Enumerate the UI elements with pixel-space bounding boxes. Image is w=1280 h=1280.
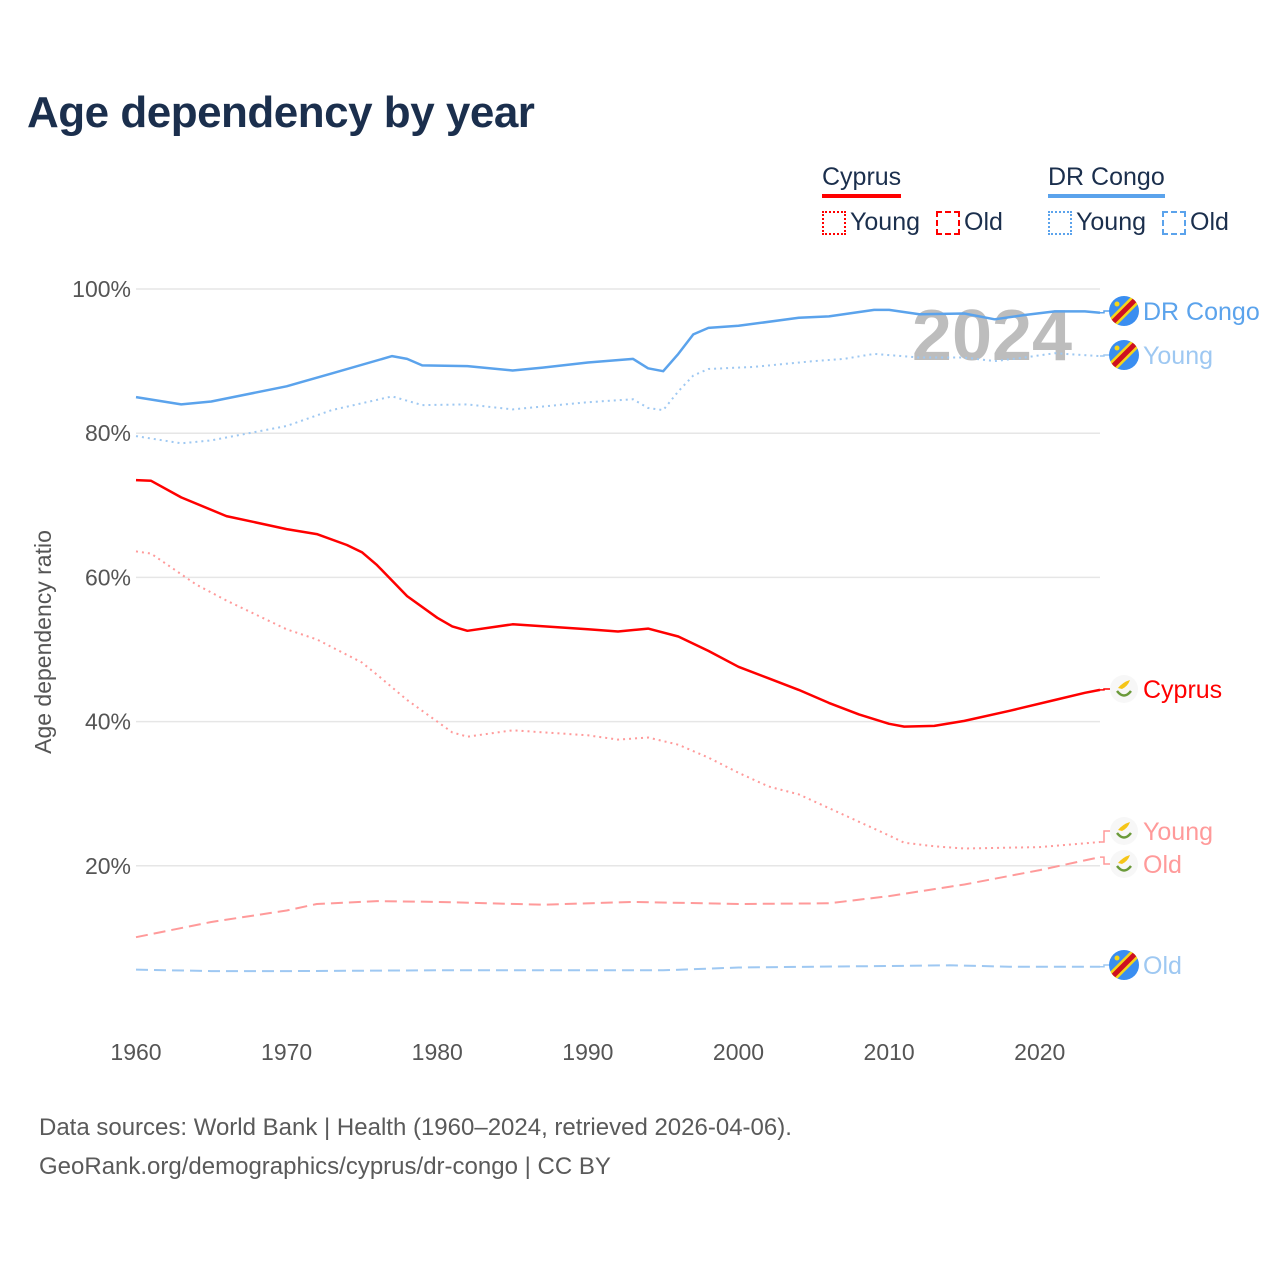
legend-dr-congo-young[interactable]: Young xyxy=(1048,208,1146,237)
x-tick-label: 1970 xyxy=(261,1039,312,1065)
dashed-swatch-icon xyxy=(936,210,960,235)
x-tick-label: 2000 xyxy=(713,1039,764,1065)
legend-cyprus-old[interactable]: Old xyxy=(936,208,1003,237)
x-tick-label: 1990 xyxy=(562,1039,613,1065)
label-connector xyxy=(1100,964,1110,968)
footer: Data sources: World Bank | Health (1960–… xyxy=(39,1108,792,1186)
series-line-cyprus xyxy=(135,478,1101,728)
y-tick-label: 80% xyxy=(85,420,131,446)
cyprus-flag-icon xyxy=(1110,850,1138,878)
end-label: Young xyxy=(1143,818,1213,846)
end-label: DR Congo xyxy=(1143,298,1260,326)
series-line-dr-congo-young xyxy=(135,352,1101,445)
x-tick-label: 1960 xyxy=(110,1039,161,1065)
end-label: Young xyxy=(1143,342,1213,370)
legend-item-label: Old xyxy=(964,208,1003,236)
year-watermark: 2024 xyxy=(912,296,1072,376)
series-line-dr-congo xyxy=(135,308,1101,406)
dotted-swatch-icon xyxy=(1048,210,1072,235)
legend-item-label: Old xyxy=(1190,208,1229,236)
legend-cyprus-label: Cyprus xyxy=(822,163,902,198)
legend-dr-congo[interactable]: DR Congo Young Old xyxy=(1048,163,1229,237)
dr-congo-flag-icon xyxy=(1109,950,1139,980)
y-tick-label: 20% xyxy=(85,853,131,879)
dr-congo-flag-icon xyxy=(1109,340,1139,370)
chart-title: Age dependency by year xyxy=(27,88,535,137)
label-connector xyxy=(1100,856,1110,865)
label-connector xyxy=(1100,354,1110,357)
cyprus-flag-icon xyxy=(1110,675,1138,703)
series-line-cyprus-young xyxy=(135,550,1101,850)
dashed-swatch-icon xyxy=(1162,210,1186,235)
legend-cyprus-young[interactable]: Young xyxy=(822,208,920,237)
x-tick-label: 1980 xyxy=(412,1039,463,1065)
end-label: Cyprus xyxy=(1143,676,1222,704)
x-tick-label: 2020 xyxy=(1014,1039,1065,1065)
y-tick-label: 40% xyxy=(85,709,131,735)
end-label: Old xyxy=(1143,952,1182,980)
label-connector xyxy=(1100,830,1110,843)
legend-dr-congo-old[interactable]: Old xyxy=(1162,208,1229,237)
cyprus-flag-icon xyxy=(1110,817,1138,845)
y-tick-label: 60% xyxy=(85,564,131,590)
label-connector xyxy=(1100,688,1110,691)
y-tick-label: 100% xyxy=(72,276,131,302)
end-label: Old xyxy=(1143,851,1182,879)
legend-cyprus[interactable]: Cyprus Young Old xyxy=(822,163,1003,237)
legend-item-label: Young xyxy=(1076,208,1146,236)
legend-item-label: Young xyxy=(850,208,920,236)
dotted-swatch-icon xyxy=(822,210,846,235)
dr-congo-flag-icon xyxy=(1109,296,1139,326)
label-connector xyxy=(1100,310,1110,314)
series-line-cyprus-old xyxy=(135,856,1101,939)
legend-dr-congo-label: DR Congo xyxy=(1048,163,1165,198)
data-sources: Data sources: World Bank | Health (1960–… xyxy=(39,1114,792,1141)
y-axis-label: Age dependency ratio xyxy=(30,530,56,754)
source-link[interactable]: GeoRank.org/demographics/cyprus/dr-congo… xyxy=(39,1153,611,1180)
series-line-dr-congo-old xyxy=(135,964,1100,973)
x-tick-label: 2010 xyxy=(864,1039,915,1065)
